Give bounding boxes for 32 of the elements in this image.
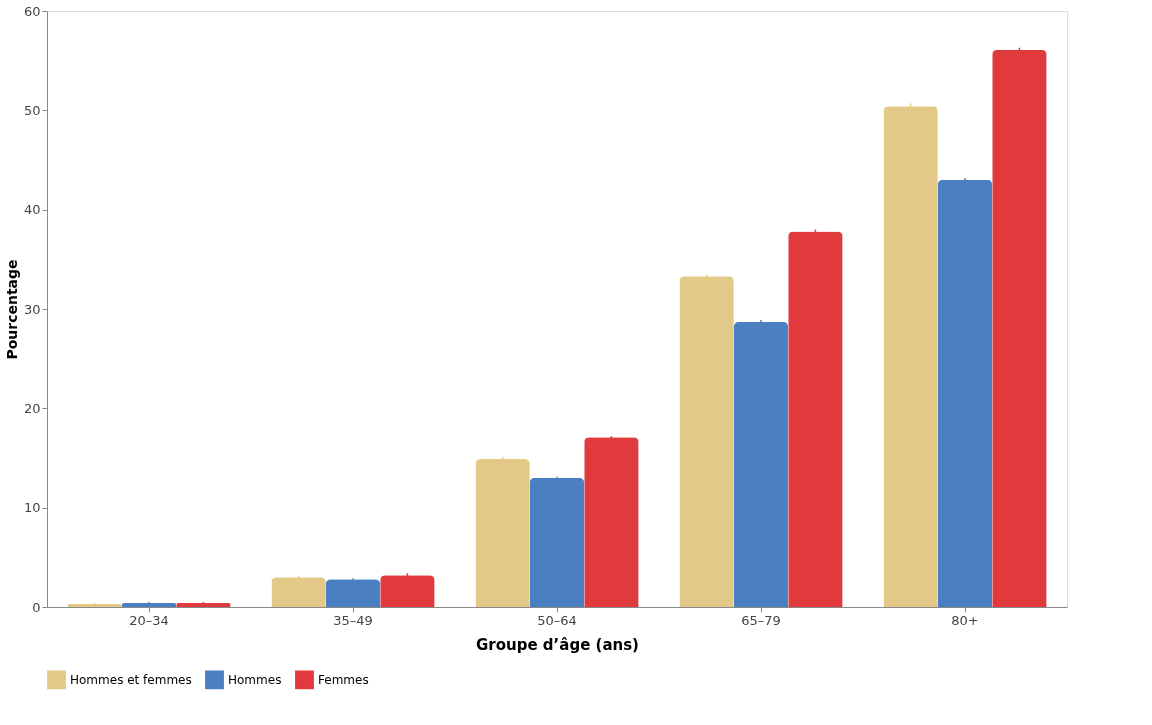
x-tick-label: 65–79 [741, 612, 781, 628]
y-tick-label: 60 [23, 3, 41, 19]
bar [380, 575, 435, 607]
y-tick-label: 50 [23, 102, 41, 118]
y-axis-title: Pourcentage [3, 259, 20, 360]
bar [325, 579, 381, 607]
bar [67, 604, 122, 607]
x-tick-label: 20–34 [129, 612, 169, 628]
bar [271, 577, 326, 607]
bar [992, 49, 1047, 607]
bar [937, 179, 993, 607]
y-tick-label: 0 [32, 599, 41, 615]
y-tick-label: 10 [23, 500, 41, 516]
bar [176, 603, 231, 607]
y-tick-label: 40 [23, 202, 41, 218]
x-tick-label: 80+ [951, 612, 979, 628]
bar [529, 477, 585, 607]
bar [679, 276, 734, 607]
bar [121, 603, 177, 607]
x-tick-label: 50–64 [537, 612, 577, 628]
legend-label: Femmes [318, 672, 369, 687]
bar [788, 231, 843, 607]
bar [475, 458, 530, 607]
legend-label: Hommes [228, 672, 282, 687]
y-tick-label: 30 [23, 301, 41, 317]
bar [584, 437, 639, 607]
y-tick-label: 20 [23, 400, 41, 416]
x-tick-label: 35–49 [333, 612, 373, 628]
legend-label: Hommes et femmes [70, 672, 192, 687]
bar [733, 321, 789, 607]
bar [883, 106, 938, 607]
x-axis-title: Groupe d’âge (ans) [476, 635, 639, 654]
